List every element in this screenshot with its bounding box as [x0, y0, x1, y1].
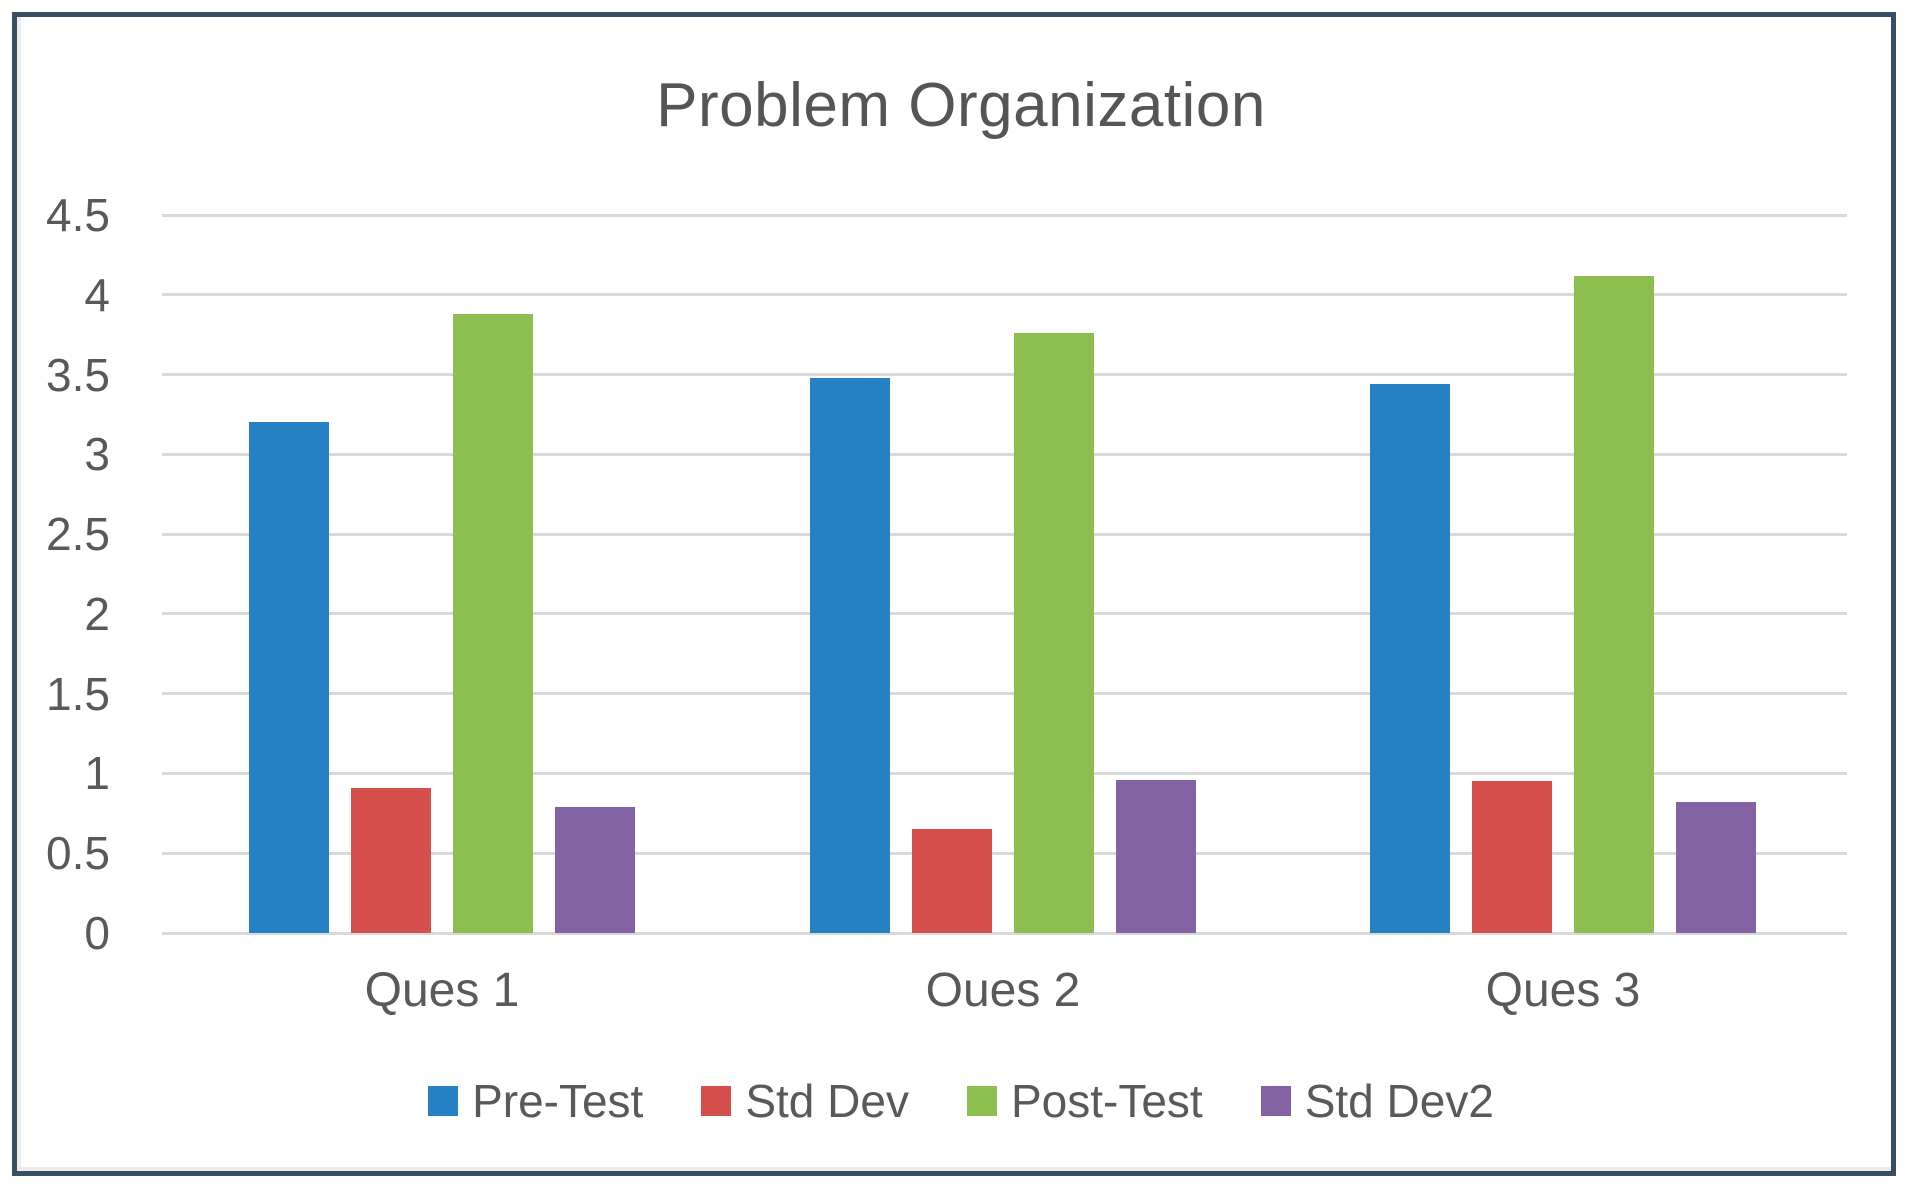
legend-swatch-icon — [1260, 1086, 1291, 1116]
gridline — [162, 692, 1847, 696]
bar-post-test-2 — [1014, 333, 1094, 933]
bar-std-dev-3 — [1472, 781, 1552, 933]
bar-pre-test-3 — [1370, 384, 1450, 933]
gridline — [162, 293, 1847, 297]
bar-pre-test-2 — [810, 378, 890, 933]
x-axis-label-2: Oues 2 — [925, 964, 1081, 1017]
bar-group-3 — [1370, 276, 1756, 933]
x-axis-label-3: Ques 3 — [1485, 964, 1641, 1017]
gridline — [162, 851, 1847, 855]
bar-post-test-3 — [1574, 276, 1654, 933]
legend-item-std-dev: Std Dev — [701, 1078, 909, 1124]
y-tick-label: 4.5 — [46, 189, 110, 241]
bar-post-test-1 — [453, 314, 533, 933]
legend-item-pre-test: Pre-Test — [428, 1078, 643, 1124]
bar-std-dev2-2 — [1116, 780, 1196, 933]
y-tick-label: 3 — [84, 428, 110, 481]
y-tick-label: 2 — [84, 587, 110, 640]
legend-label: Std Dev — [745, 1075, 909, 1127]
legend-swatch-icon — [966, 1086, 997, 1116]
legend-label: Std Dev2 — [1304, 1075, 1494, 1127]
chart-title: Problem Organization — [656, 71, 1266, 140]
gridline — [162, 452, 1847, 456]
gridline — [162, 213, 1847, 217]
legend-item-post-test: Post-Test — [966, 1075, 1203, 1127]
legend-swatch-icon — [428, 1086, 459, 1116]
bar-pre-test-1 — [249, 422, 329, 933]
y-tick-label: 3.5 — [46, 348, 110, 401]
y-tick-label: 4 — [84, 268, 110, 321]
legend-label: Post-Test — [1010, 1075, 1203, 1127]
x-axis-label-1: Ques 1 — [364, 964, 520, 1017]
bar-std-dev-1 — [351, 788, 431, 933]
legend: Pre-Test Std Dev Post-Test Std Dev2 — [0, 1078, 1922, 1124]
bar-group-2 — [810, 333, 1196, 933]
bar-group-1 — [249, 314, 635, 933]
gridline — [162, 931, 1847, 935]
bar-std-dev-2 — [912, 829, 992, 933]
y-tick-label: 0.5 — [46, 827, 110, 880]
gridline — [162, 771, 1847, 775]
gridline — [162, 612, 1847, 616]
gridline — [162, 532, 1847, 536]
legend-label: Pre-Test — [472, 1075, 644, 1127]
y-tick-label: 0 — [84, 907, 110, 959]
y-tick-label: 1.5 — [46, 667, 110, 720]
bar-std-dev2-1 — [555, 807, 635, 933]
legend-item-std-dev2: Std Dev2 — [1260, 1075, 1494, 1127]
y-tick-label: 2.5 — [46, 508, 110, 561]
bar-std-dev2-3 — [1676, 802, 1756, 933]
legend-swatch-icon — [701, 1086, 732, 1116]
plot-area: 4.5 4 3.5 3 2.5 2 1.5 1 0.5 0 Ques 1 Oues 2 Ques 3 — [46, 192, 1847, 1017]
y-tick-label: 1 — [84, 747, 110, 800]
gridline — [162, 373, 1847, 377]
